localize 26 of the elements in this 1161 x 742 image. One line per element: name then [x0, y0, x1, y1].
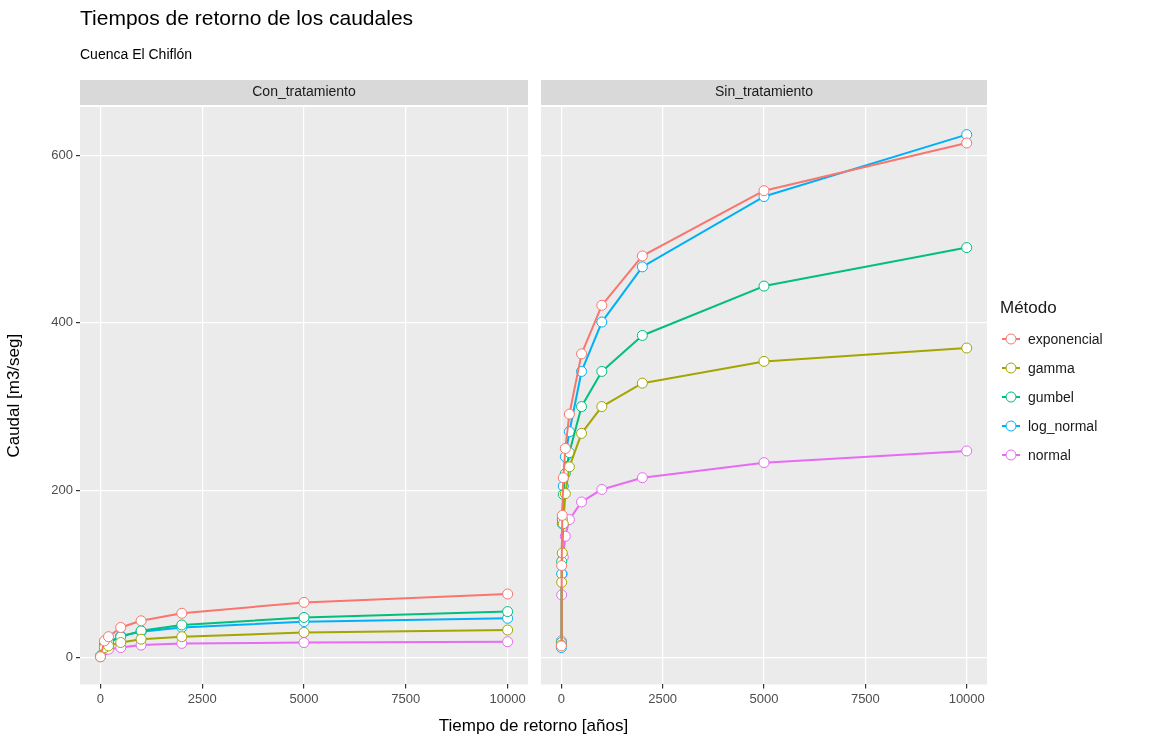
- x-tick-label: 10000: [948, 690, 985, 706]
- legend-label: normal: [1028, 446, 1071, 463]
- y-tick-label: 0: [65, 649, 73, 665]
- chart-title: Tiempos de retorno de los caudales: [80, 6, 414, 30]
- y-tick-label: 200: [51, 481, 73, 497]
- x-tick-label: 2500: [187, 690, 217, 706]
- x-tick-label: 2500: [648, 690, 678, 706]
- legend-label: gamma: [1028, 359, 1075, 376]
- x-tick-label: 7500: [850, 690, 880, 706]
- x-tick-label: 7500: [391, 690, 421, 706]
- x-axis-title: Tiempo de retorno [años]: [437, 716, 630, 736]
- y-tick-label: 400: [51, 314, 73, 330]
- x-tick-label: 5000: [289, 690, 319, 706]
- text: Sin_tratamiento: [714, 83, 814, 100]
- x-tick-label: 10000: [489, 690, 526, 706]
- chart-subtitle: Cuenca El Chiflón: [80, 46, 193, 62]
- legend-title: Método: [1000, 298, 1058, 318]
- y-axis-title: Caudal [m3/seg]: [3, 333, 23, 458]
- legend-label: log_normal: [1028, 417, 1098, 434]
- legend-label: gumbel: [1028, 388, 1074, 405]
- x-tick-label: 5000: [749, 690, 779, 706]
- legend-label: exponencial: [1028, 330, 1103, 347]
- x-tick-label: 0: [557, 690, 565, 706]
- y-tick-label: 600: [51, 147, 73, 163]
- text: Con_tratamiento: [252, 83, 356, 100]
- x-tick-label: 0: [96, 690, 104, 706]
